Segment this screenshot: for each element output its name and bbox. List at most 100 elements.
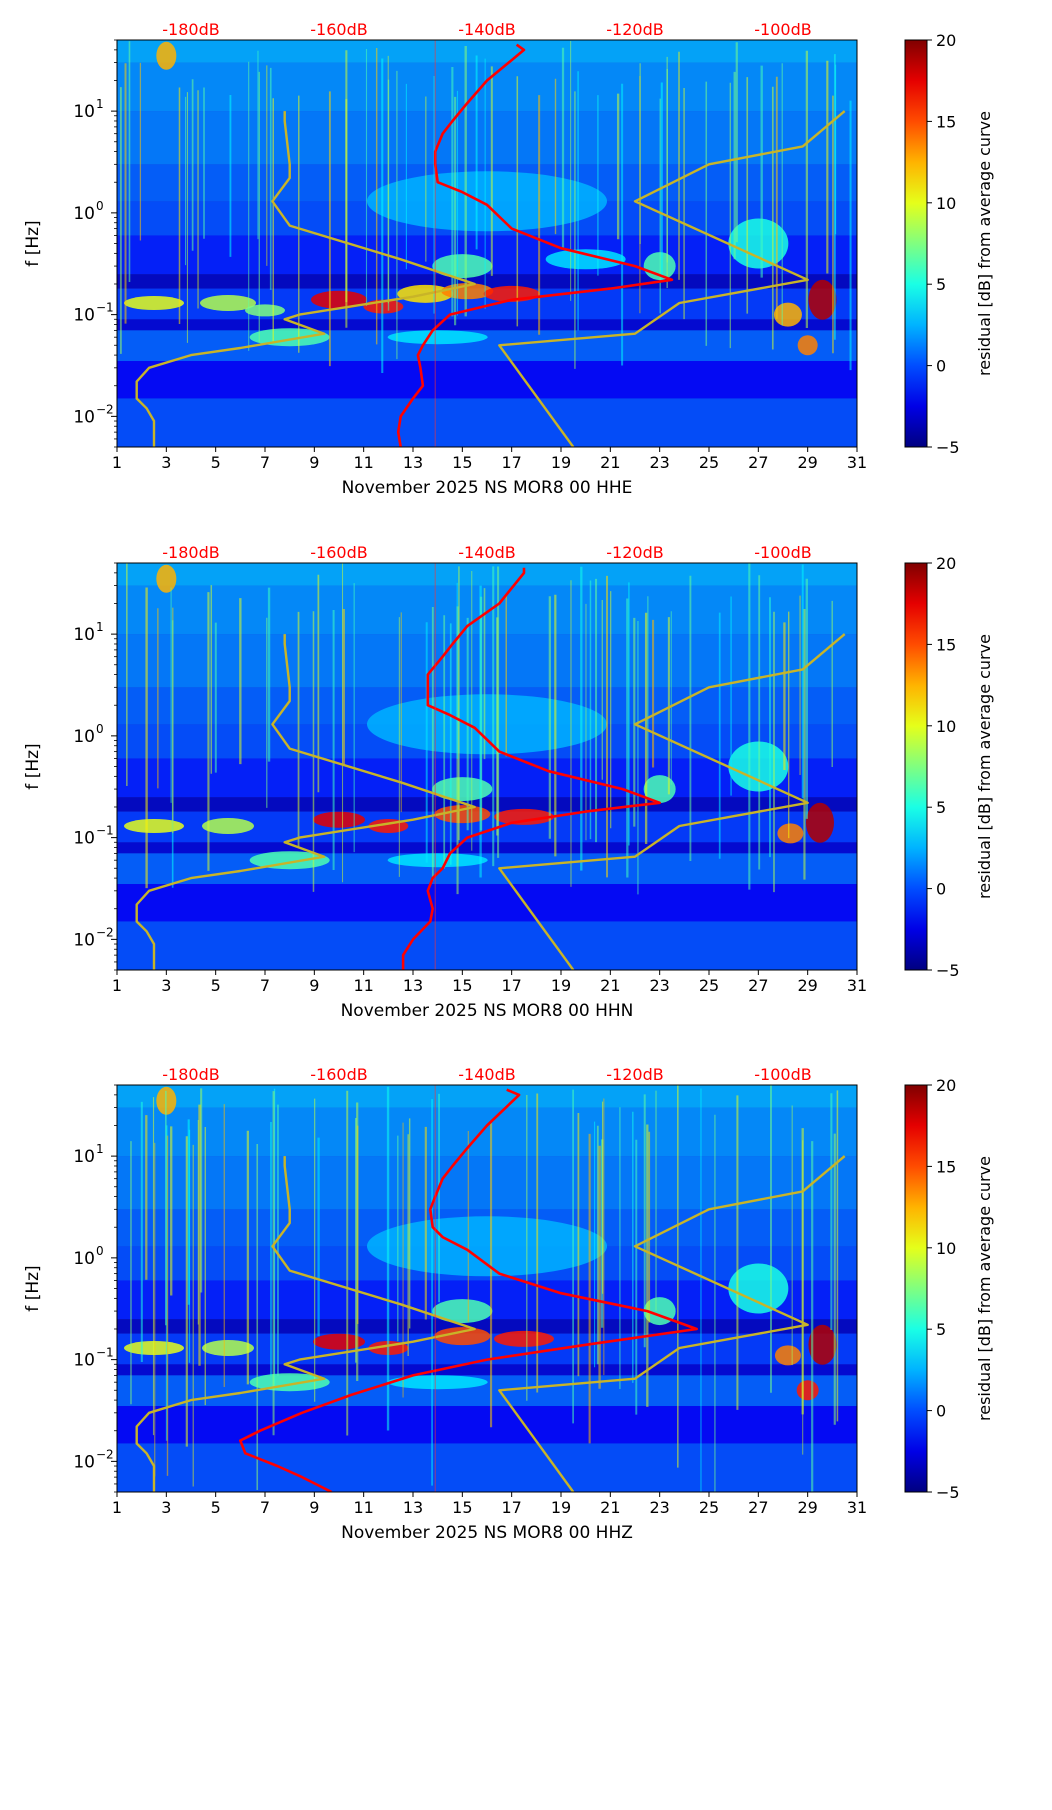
- spectrogram-area: [117, 563, 857, 970]
- spectrogram-feature: [367, 1216, 607, 1277]
- colorbar-tick-label: 15: [936, 112, 956, 131]
- colorbar-tick-label: 15: [936, 1157, 956, 1176]
- series-line-red: [396, 43, 674, 447]
- spectrogram-band: [117, 1085, 857, 1108]
- spectrogram-feature: [432, 1299, 493, 1324]
- spectrogram-band: [117, 274, 857, 289]
- x-tick-label: 25: [699, 453, 719, 472]
- top-axis-label: -160dB: [310, 20, 367, 39]
- spectrogram-band: [117, 1443, 857, 1492]
- y-tick-label: 10: [73, 930, 95, 950]
- x-tick-label: 29: [797, 976, 817, 995]
- x-tick-label: 23: [649, 1498, 669, 1517]
- top-axis-label: -140dB: [458, 1065, 515, 1084]
- y-tick-exponent: −2: [96, 925, 114, 939]
- x-tick-label: 1: [112, 1498, 122, 1517]
- x-tick-label: 11: [353, 1498, 373, 1517]
- colorbar-tick-label: 15: [936, 635, 956, 654]
- spectrogram-feature: [432, 777, 493, 802]
- x-tick-label: 9: [309, 1498, 319, 1517]
- colorbar-tick-label: 5: [936, 275, 946, 294]
- x-tick-label: 27: [748, 976, 768, 995]
- x-tick-label: 21: [600, 976, 620, 995]
- spectrogram-area: [117, 40, 857, 447]
- spectrogram-feature: [808, 1324, 837, 1365]
- spectrogram-band: [117, 884, 857, 922]
- y-tick-label: 10: [73, 407, 95, 427]
- colorbar-tick-label: 0: [936, 1402, 946, 1421]
- top-axis-label: -100dB: [754, 20, 811, 39]
- colorbar-tick-label: 10: [936, 194, 956, 213]
- colorbar-tick-label: −5: [936, 1483, 960, 1502]
- spectrogram-feature: [124, 296, 184, 311]
- x-tick-label: 17: [501, 976, 521, 995]
- spectrogram-feature: [249, 1373, 330, 1392]
- x-tick-label: 3: [161, 453, 171, 472]
- spectrogram-band: [117, 563, 857, 586]
- series-line-yellow: [135, 1156, 476, 1492]
- x-tick-label: 13: [403, 976, 423, 995]
- x-tick-label: 19: [551, 976, 571, 995]
- series-line-yellow: [498, 1155, 846, 1492]
- spectrogram-feature: [643, 775, 676, 804]
- colorbar: [904, 1084, 928, 1493]
- colorbar-tick-label: 5: [936, 1320, 946, 1339]
- colorbar-tick-label: 5: [936, 798, 946, 817]
- spectrogram-band: [117, 1156, 857, 1210]
- y-tick-label: 10: [73, 1147, 95, 1167]
- spectrogram-feature: [806, 802, 834, 843]
- spectrogram-band: [117, 62, 857, 112]
- x-tick-label: 5: [211, 453, 221, 472]
- spectrogram-feature: [313, 811, 365, 828]
- y-tick-exponent: 0: [96, 199, 104, 213]
- spectrogram-feature: [249, 328, 330, 347]
- x-tick-label: 27: [748, 1498, 768, 1517]
- spectrogram-band: [117, 1375, 857, 1407]
- spectrogram-feature: [797, 335, 818, 356]
- spectrogram-area: [117, 1085, 857, 1492]
- spectrogram-feature: [387, 1375, 488, 1390]
- y-tick-label: 10: [73, 1249, 95, 1269]
- y-tick-exponent: −2: [96, 402, 114, 416]
- spectrogram-feature: [387, 853, 488, 868]
- spectrogram-feature: [245, 304, 285, 317]
- x-tick-label: 27: [748, 453, 768, 472]
- x-tick-label: 21: [600, 1498, 620, 1517]
- y-tick-label: 10: [73, 625, 95, 645]
- x-tick-label: 3: [161, 976, 171, 995]
- spectrogram-feature: [202, 1340, 254, 1357]
- x-tick-label: 31: [847, 976, 867, 995]
- x-tick-label: 11: [353, 453, 373, 472]
- top-axis-label: -100dB: [754, 543, 811, 562]
- y-tick-label: 10: [73, 1452, 95, 1472]
- y-axis-label: f [Hz]: [23, 1265, 43, 1311]
- x-tick-label: 29: [797, 453, 817, 472]
- y-axis-label: f [Hz]: [23, 743, 43, 789]
- x-tick-label: 19: [551, 1498, 571, 1517]
- colorbar-label: residual [dB] from average curve: [975, 1156, 994, 1421]
- spectrogram-band: [117, 1107, 857, 1157]
- y-tick-label: 10: [73, 829, 95, 849]
- x-tick-label: 15: [452, 1498, 472, 1517]
- x-tick-label: 25: [699, 976, 719, 995]
- x-tick-label: 3: [161, 1498, 171, 1517]
- series-line-yellow: [498, 633, 846, 970]
- top-axis-label: -180dB: [162, 20, 219, 39]
- x-tick-label: 5: [211, 1498, 221, 1517]
- colorbar-tick-label: 10: [936, 717, 956, 736]
- top-axis-label: -180dB: [162, 1065, 219, 1084]
- spectrogram-feature: [545, 249, 626, 270]
- x-axis-label: November 2025 NS MOR8 00 HHZ: [341, 1523, 633, 1543]
- series-line-red: [401, 567, 662, 970]
- spectrogram-feature: [434, 805, 491, 824]
- spectrogram-band: [117, 797, 857, 812]
- x-tick-label: 23: [649, 976, 669, 995]
- x-tick-label: 15: [452, 453, 472, 472]
- top-axis-label: -160dB: [310, 1065, 367, 1084]
- y-tick-label: 10: [73, 1351, 95, 1371]
- x-tick-label: 15: [452, 976, 472, 995]
- colorbar: [904, 39, 928, 448]
- spectrogram-feature: [494, 808, 554, 825]
- spectrogram-feature: [124, 819, 184, 834]
